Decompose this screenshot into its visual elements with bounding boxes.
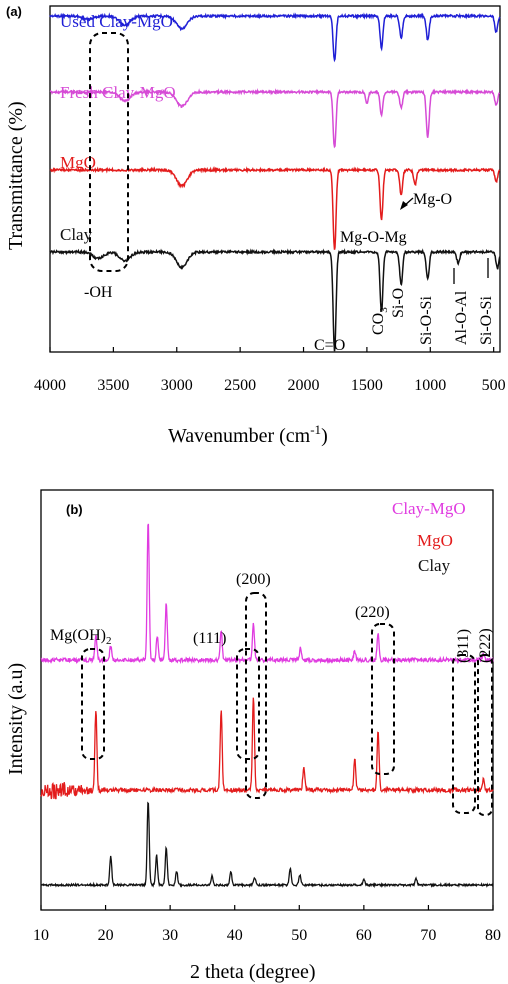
annotation-mg-o-mg: Mg-O-Mg — [340, 229, 407, 246]
annotation-co3: CO3 — [370, 307, 390, 335]
panel-a-tag: (a) — [6, 4, 22, 19]
panel-a-plot-frame — [49, 5, 501, 353]
annotation-c-o: C=O — [314, 337, 345, 354]
x-tick-label: 3500 — [97, 377, 129, 394]
panel-a-series — [49, 12, 501, 352]
annotation-peak-111: (111) — [193, 630, 226, 647]
annotation-peak-222: (222) — [477, 628, 494, 663]
annotation-si-o-si: Si-O-Si — [418, 296, 435, 345]
x-tick-label: 60 — [356, 927, 372, 944]
panel-b: (b) 10 20 30 40 50 60 70 80 Clay-MgO MgO Clay M… — [5, 489, 501, 983]
panel-b-y-axis-title: Intensity (a.u) — [5, 663, 27, 775]
series-label-clay: Clay — [60, 225, 93, 244]
x-tick-label: 2000 — [288, 377, 320, 394]
series-label-mgo: MgO — [60, 153, 96, 172]
x-tick-label: 20 — [98, 927, 114, 944]
series-line-clay — [49, 248, 501, 352]
peak-200-box — [245, 592, 267, 799]
legend-mgo: MgO — [417, 531, 453, 550]
panel-b-tag: (b) — [66, 502, 83, 517]
annotation-peak-220: (220) — [355, 604, 390, 621]
panel-a: (a) 4000 3500 3000 2500 2000 1500 1000 500 Used… — [5, 4, 506, 447]
panel-b-x-axis-title: 2 theta (degree) — [190, 961, 315, 983]
peak-111-box — [236, 648, 260, 760]
annotation-si-o: Si-O — [390, 288, 407, 318]
series-line-mgo — [49, 166, 501, 250]
legend-clay-mgo: Clay-MgO — [392, 499, 466, 518]
mg-o-arrowhead — [400, 201, 408, 210]
panel-b-x-ticks: 10 20 30 40 50 60 70 80 — [33, 905, 501, 944]
x-tick-label: 50 — [291, 927, 307, 944]
annotation-peak-311: (311) — [455, 629, 472, 663]
panel-b-plot-frame — [40, 489, 494, 911]
annotation-al-o-al: Al-O-Al — [453, 290, 470, 345]
series-line-fresh-clay-mgo — [49, 88, 500, 149]
legend-clay: Clay — [418, 556, 451, 575]
annotation-oh: -OH — [84, 284, 113, 301]
oh-band-box — [89, 32, 129, 272]
peak-220-box — [371, 623, 395, 775]
peak-311-box — [452, 654, 476, 814]
mg-oh2-box — [81, 648, 105, 760]
x-tick-label: 4000 — [34, 377, 66, 394]
x-tick-label: 70 — [420, 927, 436, 944]
series-line-used-clay-mgo — [49, 12, 501, 63]
panel-a-x-axis-title: Wavenumber (cm-1) — [168, 422, 328, 447]
panel-a-x-ticks: 4000 3500 3000 2500 2000 1500 1000 500 — [34, 347, 506, 394]
peak-222-box — [477, 654, 493, 816]
panel-a-y-axis-title: Transmittance (%) — [5, 101, 27, 250]
x-tick-label: 2500 — [224, 377, 256, 394]
x-tick-label: 1000 — [414, 377, 446, 394]
x-tick-label: 40 — [227, 927, 243, 944]
series-label-used-clay-mgo: Used Clay-MgO — [60, 12, 173, 31]
annotation-si-o-si-2: Si-O-Si — [478, 296, 495, 345]
annotation-mg-o: Mg-O — [413, 191, 452, 208]
x-tick-label: 30 — [162, 927, 178, 944]
xrd-line-clay — [40, 801, 494, 889]
xrd-line-mgo — [40, 697, 494, 800]
x-tick-label: 3000 — [161, 377, 193, 394]
series-label-fresh-clay-mgo: Fresh Clay-MgO — [60, 83, 176, 102]
x-tick-label: 10 — [33, 927, 49, 944]
x-tick-label: 80 — [485, 927, 501, 944]
x-tick-label: 500 — [482, 377, 506, 394]
annotation-peak-200: (200) — [236, 571, 271, 588]
annotation-mg-oh2: Mg(OH)2 — [50, 627, 112, 647]
x-tick-label: 1500 — [351, 377, 383, 394]
